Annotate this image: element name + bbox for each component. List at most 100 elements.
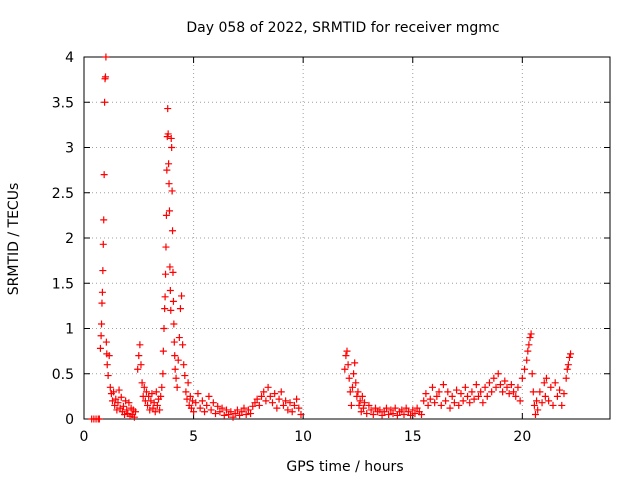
data-point — [184, 379, 192, 387]
data-point — [163, 166, 171, 174]
data-point — [112, 395, 120, 403]
data-point — [169, 227, 177, 235]
data-point — [466, 399, 474, 407]
data-point — [104, 372, 112, 380]
data-point — [490, 374, 498, 382]
grid-lines — [84, 57, 610, 419]
data-point — [468, 388, 476, 396]
data-point — [380, 408, 388, 416]
data-point — [547, 383, 555, 391]
data-point — [138, 379, 146, 387]
data-point — [247, 410, 255, 418]
data-point — [526, 334, 534, 342]
data-point — [98, 299, 106, 307]
data-point — [137, 361, 145, 369]
data-point — [100, 216, 108, 224]
data-point — [563, 365, 571, 373]
data-point — [459, 397, 467, 405]
data-point — [135, 352, 143, 360]
data-point — [101, 98, 109, 106]
y-tick-label: 3 — [65, 141, 74, 157]
data-point — [144, 401, 152, 409]
data-point — [501, 377, 509, 385]
data-point — [290, 401, 298, 409]
data-point — [152, 388, 160, 396]
data-point — [357, 408, 365, 416]
data-point — [472, 381, 480, 389]
data-point — [523, 356, 531, 364]
y-tick-label: 4 — [65, 50, 74, 66]
data-point — [98, 320, 106, 328]
data-point — [165, 180, 173, 188]
data-point — [136, 341, 144, 349]
data-point — [492, 383, 500, 391]
data-point — [343, 347, 351, 355]
data-point — [161, 305, 169, 313]
data-point — [97, 332, 105, 340]
data-point — [165, 160, 173, 168]
data-point — [348, 383, 356, 391]
data-point — [229, 413, 237, 421]
data-point — [418, 410, 426, 418]
data-point — [352, 379, 360, 387]
data-point — [437, 401, 445, 409]
data-point — [426, 395, 434, 403]
data-point — [351, 359, 359, 367]
data-point — [100, 171, 108, 179]
data-point — [110, 388, 118, 396]
y-tick-label: 3.5 — [52, 95, 74, 111]
data-point — [169, 268, 177, 276]
data-point — [170, 338, 178, 346]
data-point — [134, 365, 142, 373]
data-point — [536, 388, 544, 396]
data-point — [151, 408, 159, 416]
data-point — [525, 341, 533, 349]
data-point — [514, 383, 522, 391]
data-point — [424, 401, 432, 409]
data-point — [238, 408, 246, 416]
data-point — [534, 406, 542, 414]
data-point — [448, 392, 456, 400]
data-point — [293, 395, 301, 403]
data-point — [345, 374, 353, 382]
data-point — [483, 392, 491, 400]
data-point — [439, 381, 447, 389]
data-point — [510, 388, 518, 396]
data-point — [359, 404, 367, 412]
data-point — [529, 388, 537, 396]
data-point — [99, 267, 107, 275]
data-point — [132, 408, 140, 416]
x-tick-label: 10 — [294, 429, 312, 445]
data-point — [158, 383, 166, 391]
data-point — [453, 386, 461, 394]
data-point — [404, 408, 412, 416]
data-point — [273, 404, 281, 412]
data-point — [190, 408, 198, 416]
data-point — [103, 361, 111, 369]
data-point — [149, 404, 157, 412]
data-point — [167, 134, 175, 142]
data-point — [496, 381, 504, 389]
data-point — [385, 410, 393, 418]
data-point — [391, 404, 399, 412]
data-point — [528, 370, 536, 378]
chart-title: Day 058 of 2022, SRMTID for receiver mgm… — [186, 20, 499, 36]
data-point — [562, 374, 570, 382]
data-point — [475, 392, 482, 400]
data-point — [282, 397, 290, 405]
data-point — [538, 399, 546, 407]
data-point — [262, 397, 270, 405]
data-point — [99, 240, 107, 248]
data-point — [356, 397, 364, 405]
data-point — [268, 399, 276, 407]
data-point — [433, 392, 441, 400]
data-point — [455, 401, 463, 409]
data-point — [355, 401, 363, 409]
data-point — [530, 401, 538, 409]
data-point — [461, 383, 469, 391]
data-point — [167, 306, 175, 314]
data-point — [162, 270, 170, 278]
data-point — [159, 370, 167, 378]
data-point — [98, 288, 106, 296]
